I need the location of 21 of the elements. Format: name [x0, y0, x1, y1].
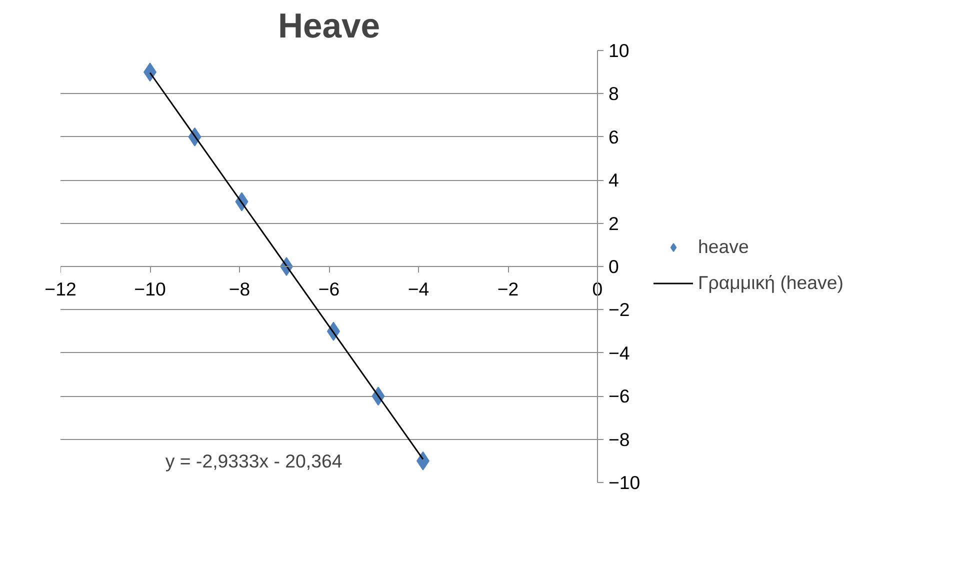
y-tick-label: 4 — [608, 170, 619, 191]
y-tick-label: −4 — [608, 342, 630, 364]
y-tick-label: 2 — [608, 212, 619, 234]
x-tick-label: −6 — [318, 278, 340, 300]
x-tick-label: −4 — [408, 278, 430, 300]
y-tick-label: −6 — [608, 386, 630, 407]
annotation: y = -2,9333x - 20,364 — [165, 450, 342, 472]
y-tick-label: −8 — [608, 428, 630, 450]
x-tick-label: −12 — [44, 278, 76, 300]
x-tick-label: −2 — [497, 278, 519, 300]
x-tick-label: −10 — [134, 278, 166, 300]
y-tick-label: 10 — [608, 40, 630, 61]
x-tick-label: −8 — [228, 278, 250, 300]
y-tick-label: −10 — [608, 472, 640, 493]
y-tick-label: 0 — [608, 256, 619, 277]
legend-label: heave — [698, 236, 749, 258]
legend-label: Γραμμική (heave) — [698, 272, 844, 294]
y-tick-label: 8 — [608, 83, 619, 104]
y-tick-label: 6 — [608, 126, 619, 148]
chart-title: Heave — [278, 8, 380, 46]
y-tick-label: −2 — [608, 299, 630, 320]
